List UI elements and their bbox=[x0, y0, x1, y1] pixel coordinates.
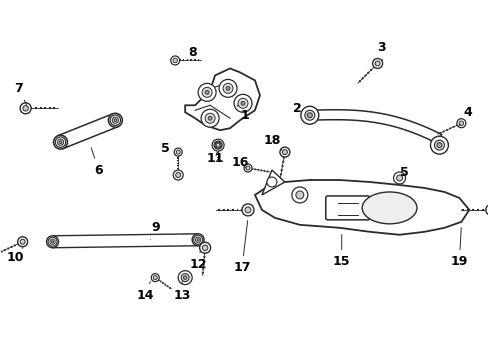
Circle shape bbox=[55, 137, 65, 147]
Circle shape bbox=[223, 84, 233, 93]
Circle shape bbox=[112, 117, 118, 123]
Circle shape bbox=[300, 106, 318, 124]
Text: 18: 18 bbox=[263, 134, 281, 150]
Text: 14: 14 bbox=[136, 282, 154, 302]
Circle shape bbox=[53, 135, 67, 149]
Circle shape bbox=[192, 234, 203, 246]
Text: 19: 19 bbox=[450, 228, 467, 268]
Circle shape bbox=[436, 143, 441, 148]
Circle shape bbox=[291, 187, 307, 203]
Circle shape bbox=[110, 115, 121, 126]
Circle shape bbox=[208, 116, 212, 120]
Circle shape bbox=[244, 164, 251, 172]
Circle shape bbox=[374, 61, 379, 66]
Text: 15: 15 bbox=[332, 235, 350, 268]
Circle shape bbox=[173, 58, 177, 63]
Circle shape bbox=[198, 84, 216, 101]
Circle shape bbox=[195, 237, 201, 242]
Circle shape bbox=[23, 105, 28, 111]
Circle shape bbox=[215, 142, 221, 148]
Text: 5: 5 bbox=[161, 141, 175, 155]
Circle shape bbox=[238, 98, 247, 108]
Polygon shape bbox=[52, 234, 198, 248]
Circle shape bbox=[153, 276, 157, 280]
Circle shape bbox=[173, 170, 183, 180]
Circle shape bbox=[485, 204, 488, 215]
Circle shape bbox=[458, 121, 463, 126]
Circle shape bbox=[372, 58, 382, 68]
Circle shape bbox=[225, 86, 229, 90]
Circle shape bbox=[306, 113, 312, 118]
Text: 17: 17 bbox=[233, 221, 250, 274]
Circle shape bbox=[176, 150, 180, 154]
Ellipse shape bbox=[362, 192, 416, 224]
Polygon shape bbox=[309, 110, 441, 143]
Circle shape bbox=[197, 239, 199, 241]
Circle shape bbox=[429, 136, 447, 154]
Circle shape bbox=[20, 239, 25, 244]
FancyBboxPatch shape bbox=[325, 196, 369, 220]
Text: 6: 6 bbox=[91, 148, 102, 176]
Circle shape bbox=[170, 56, 179, 65]
Text: 2: 2 bbox=[293, 102, 307, 115]
Text: 11: 11 bbox=[206, 152, 224, 165]
Circle shape bbox=[151, 274, 159, 282]
Text: 16: 16 bbox=[231, 156, 248, 168]
Circle shape bbox=[396, 175, 402, 181]
Circle shape bbox=[57, 139, 63, 145]
Polygon shape bbox=[254, 180, 468, 235]
Circle shape bbox=[46, 236, 59, 248]
Circle shape bbox=[108, 113, 122, 127]
Polygon shape bbox=[58, 114, 118, 149]
Circle shape bbox=[279, 147, 289, 157]
Circle shape bbox=[245, 166, 249, 170]
Circle shape bbox=[241, 101, 244, 105]
Text: 12: 12 bbox=[189, 252, 206, 271]
Circle shape bbox=[304, 110, 314, 120]
Circle shape bbox=[282, 150, 287, 154]
Circle shape bbox=[48, 237, 57, 246]
Circle shape bbox=[219, 80, 237, 97]
Circle shape bbox=[204, 90, 209, 94]
Circle shape bbox=[175, 172, 180, 177]
Circle shape bbox=[199, 242, 210, 253]
Circle shape bbox=[18, 237, 27, 247]
Circle shape bbox=[212, 139, 224, 151]
Text: 5: 5 bbox=[399, 166, 408, 179]
Circle shape bbox=[20, 103, 31, 114]
Circle shape bbox=[202, 87, 212, 97]
Circle shape bbox=[242, 204, 253, 216]
Circle shape bbox=[183, 276, 186, 279]
Circle shape bbox=[393, 172, 405, 184]
Circle shape bbox=[214, 141, 222, 149]
Circle shape bbox=[266, 177, 276, 187]
Text: 3: 3 bbox=[377, 41, 385, 60]
Circle shape bbox=[59, 141, 62, 144]
Text: 9: 9 bbox=[150, 221, 159, 240]
Circle shape bbox=[204, 113, 215, 123]
Text: 13: 13 bbox=[173, 282, 190, 302]
Text: 8: 8 bbox=[182, 46, 196, 61]
Circle shape bbox=[51, 240, 54, 243]
Circle shape bbox=[456, 119, 465, 128]
Circle shape bbox=[174, 148, 182, 156]
Circle shape bbox=[202, 245, 207, 251]
Circle shape bbox=[433, 140, 444, 150]
Circle shape bbox=[114, 119, 117, 122]
Circle shape bbox=[178, 271, 192, 285]
Polygon shape bbox=[262, 170, 285, 195]
Circle shape bbox=[181, 274, 189, 282]
Circle shape bbox=[234, 94, 251, 112]
Text: 7: 7 bbox=[14, 82, 26, 105]
Text: 10: 10 bbox=[7, 248, 24, 264]
Circle shape bbox=[295, 191, 303, 199]
Circle shape bbox=[244, 207, 250, 213]
Text: 1: 1 bbox=[237, 105, 249, 122]
Circle shape bbox=[50, 239, 55, 244]
Circle shape bbox=[216, 143, 220, 147]
Circle shape bbox=[201, 109, 219, 127]
Polygon shape bbox=[185, 68, 260, 130]
Circle shape bbox=[193, 235, 202, 244]
Text: 4: 4 bbox=[458, 106, 471, 126]
